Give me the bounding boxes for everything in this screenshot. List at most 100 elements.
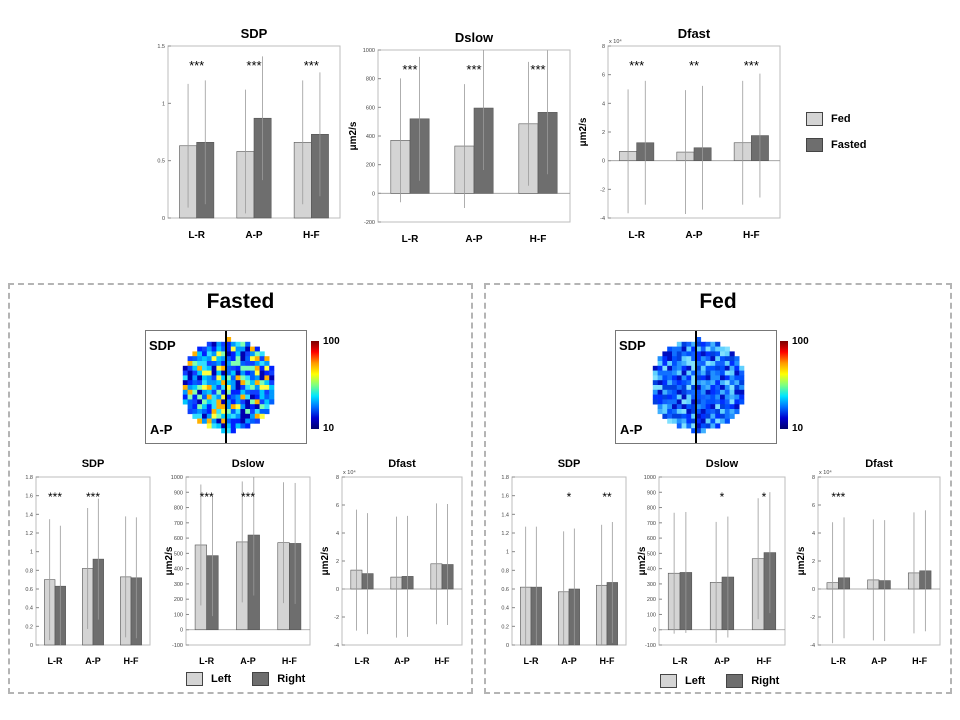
y-tick-label: 600 <box>647 536 656 542</box>
map-voxel <box>710 370 716 376</box>
map-voxel <box>667 351 673 357</box>
map-voxel <box>710 394 716 400</box>
map-voxel <box>216 365 222 371</box>
map-voxel <box>230 389 236 395</box>
y-tick-label: 6 <box>336 503 339 509</box>
map-voxel <box>235 394 241 400</box>
map-voxel <box>734 404 740 410</box>
map-voxel <box>681 341 687 347</box>
map-voxel <box>240 356 246 362</box>
map-voxel <box>259 399 265 405</box>
legend-fed-label: Fed <box>831 112 851 125</box>
map-voxel <box>230 409 236 415</box>
map-voxel <box>662 351 668 357</box>
x-tick-label: L-R <box>355 656 370 666</box>
map-voxel <box>705 409 711 415</box>
y-tick-label: 900 <box>647 490 656 496</box>
map-voxel <box>235 351 241 357</box>
significance-marker: *** <box>831 490 845 504</box>
map-voxel <box>672 365 678 371</box>
map-voxel <box>734 370 740 376</box>
y-tick-label: -4 <box>810 643 815 649</box>
y-tick-label: 1.2 <box>25 531 33 537</box>
map-voxel <box>720 399 726 405</box>
map-voxel <box>672 394 678 400</box>
map-voxel <box>235 361 241 367</box>
map-voxel <box>686 404 692 410</box>
map-voxel <box>245 380 251 386</box>
map-voxel <box>226 351 232 357</box>
map-voxel <box>691 341 697 347</box>
map-voxel <box>269 389 275 395</box>
map-voxel <box>691 375 697 381</box>
map-voxel <box>202 409 208 415</box>
map-voxel <box>724 356 730 362</box>
map-voxel <box>662 394 668 400</box>
y-tick-label: 0 <box>602 159 605 165</box>
map-voxel <box>686 423 692 429</box>
map-voxel <box>221 375 227 381</box>
map-voxel <box>705 370 711 376</box>
map-voxel <box>202 375 208 381</box>
y-tick-label: 400 <box>647 567 656 573</box>
x-tick-label: H-F <box>743 230 760 241</box>
fed-colorbar <box>780 341 788 429</box>
x-tick-label: A-P <box>465 234 483 245</box>
map-voxel <box>724 375 730 381</box>
fasted-swatch <box>806 138 823 152</box>
y-tick-label: 800 <box>647 506 656 512</box>
map-voxel <box>187 365 193 371</box>
map-voxel <box>206 404 212 410</box>
map-voxel <box>250 409 256 415</box>
map-voxel <box>729 409 735 415</box>
map-voxel <box>245 361 251 367</box>
map-voxel <box>724 409 730 415</box>
y-tick-label: 8 <box>812 475 815 481</box>
map-voxel <box>221 418 227 424</box>
significance-marker: *** <box>629 58 644 73</box>
map-voxel <box>720 380 726 386</box>
map-voxel <box>202 346 208 352</box>
significance-marker: *** <box>304 58 319 73</box>
fasted-panel-title: Fasted <box>206 290 275 313</box>
legend-fasted-label: Fasted <box>831 138 867 151</box>
map-voxel <box>230 404 236 410</box>
map-voxel <box>686 370 692 376</box>
map-voxel <box>226 356 232 362</box>
map-voxel <box>667 409 673 415</box>
map-voxel <box>235 418 241 424</box>
map-voxel <box>245 399 251 405</box>
map-voxel <box>206 389 212 395</box>
map-voxel <box>264 356 270 362</box>
map-voxel <box>202 385 208 391</box>
map-voxel <box>681 418 687 424</box>
map-voxel <box>259 356 265 362</box>
map-voxel <box>245 409 251 415</box>
map-voxel <box>211 423 217 429</box>
map-voxel <box>720 365 726 371</box>
map-voxel <box>657 380 663 386</box>
significance-marker: * <box>720 490 725 504</box>
map-voxel <box>254 404 260 410</box>
map-voxel <box>705 399 711 405</box>
map-voxel <box>269 375 275 381</box>
map-voxel <box>259 375 265 381</box>
map-voxel <box>686 418 692 424</box>
map-voxel <box>672 389 678 395</box>
map-voxel <box>715 423 721 429</box>
map-voxel <box>672 370 678 376</box>
axis-exponent: x 10⁴ <box>819 469 832 476</box>
map-voxel <box>269 399 275 405</box>
map-voxel <box>221 356 227 362</box>
map-voxel <box>729 370 735 376</box>
map-voxel <box>705 389 711 395</box>
map-voxel <box>269 365 275 371</box>
map-voxel <box>739 380 745 386</box>
map-voxel <box>240 346 246 352</box>
map-voxel <box>269 380 275 386</box>
map-voxel <box>710 385 716 391</box>
map-voxel <box>681 394 687 400</box>
map-voxel <box>652 370 658 376</box>
significance-marker: *** <box>530 62 545 77</box>
map-voxel <box>662 389 668 395</box>
